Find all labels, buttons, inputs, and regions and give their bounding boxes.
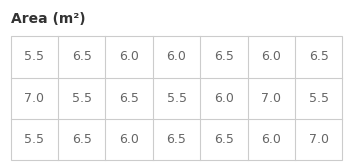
Text: 6.5: 6.5 — [214, 133, 234, 146]
Text: 6.0: 6.0 — [119, 133, 139, 146]
Text: 6.5: 6.5 — [167, 133, 186, 146]
Text: 5.5: 5.5 — [309, 92, 329, 105]
Text: 6.5: 6.5 — [214, 50, 234, 63]
Text: 6.5: 6.5 — [119, 92, 139, 105]
Text: 6.0: 6.0 — [261, 50, 281, 63]
Text: 6.0: 6.0 — [119, 50, 139, 63]
Text: 5.5: 5.5 — [167, 92, 186, 105]
Text: 6.0: 6.0 — [167, 50, 186, 63]
Text: 6.5: 6.5 — [72, 133, 92, 146]
Text: 7.0: 7.0 — [24, 92, 44, 105]
Text: 7.0: 7.0 — [309, 133, 329, 146]
Text: 6.0: 6.0 — [261, 133, 281, 146]
Bar — [11, 36, 342, 160]
Text: 5.5: 5.5 — [24, 133, 44, 146]
Text: 6.5: 6.5 — [309, 50, 329, 63]
Text: 5.5: 5.5 — [24, 50, 44, 63]
Text: 7.0: 7.0 — [261, 92, 281, 105]
Text: 6.5: 6.5 — [72, 50, 92, 63]
Text: Area (m²): Area (m²) — [11, 12, 85, 26]
Text: 5.5: 5.5 — [72, 92, 92, 105]
Text: 6.0: 6.0 — [214, 92, 234, 105]
